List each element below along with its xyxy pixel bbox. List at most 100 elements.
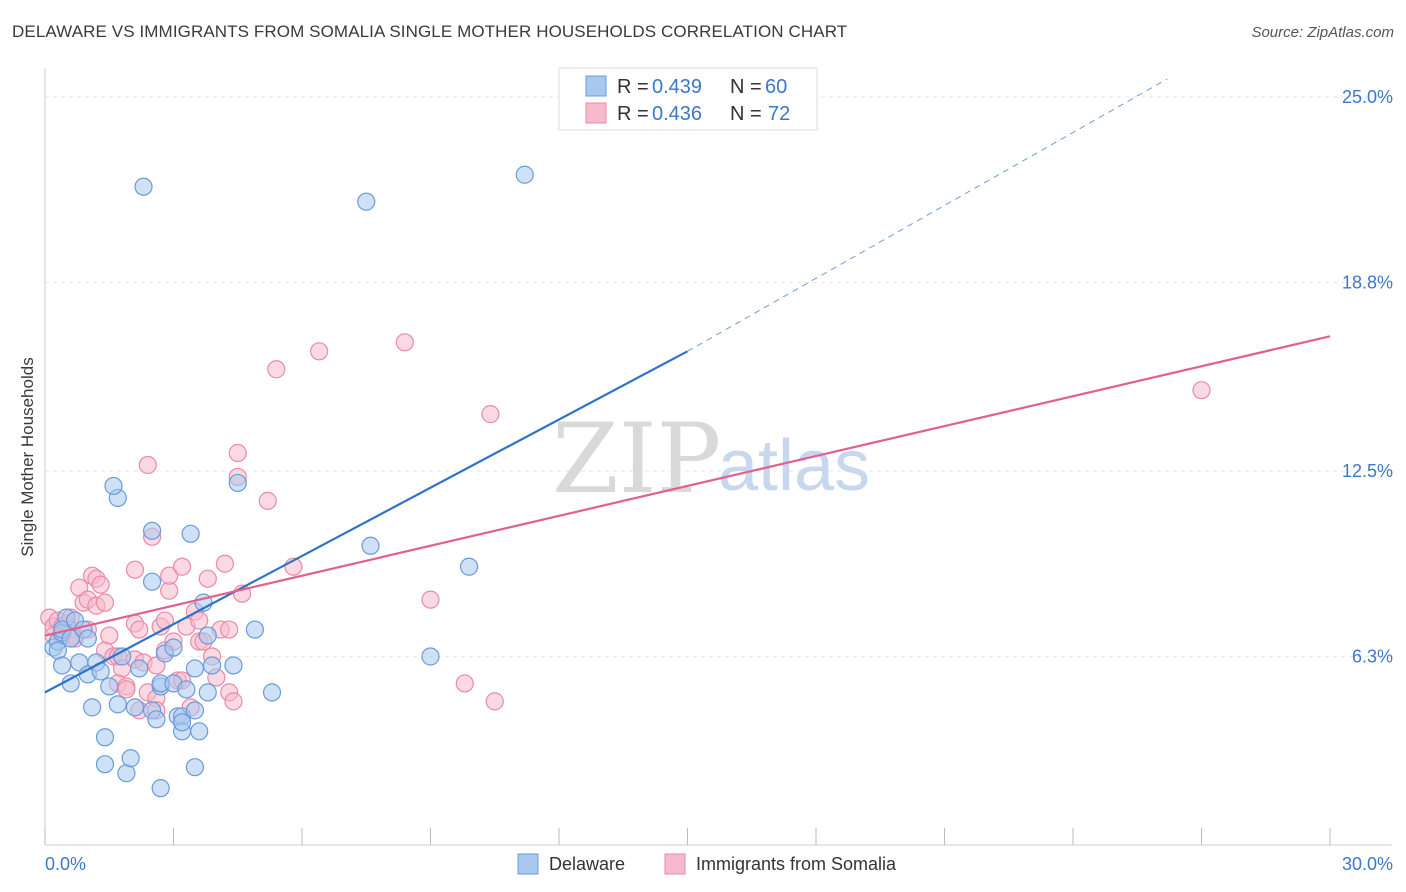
legend-swatch-delaware [585,75,607,97]
y-axis-label: Single Mother Households [18,357,37,556]
delaware-point-59 [421,647,440,666]
delaware-point-37 [164,638,183,657]
delaware-point-30 [134,177,153,196]
delaware-point-44 [177,680,196,699]
delaware-point-9 [78,629,97,648]
somalia-point-20 [95,593,115,612]
somalia-point-21 [100,626,119,645]
delaware-point-10 [53,656,72,675]
bottom-legend-somalia: Immigrants from Somalia [696,854,897,874]
delaware-point-57 [357,192,376,211]
x-tick-labels: 0.0% 30.0% [45,854,1393,874]
y-tick-labels: 6.3% 12.5% 18.8% 25.0% [1342,87,1393,667]
y-tick-label-3: 25.0% [1342,87,1393,107]
bottom-legend-swatch-somalia [664,853,686,875]
legend-n-value-1: 60 [765,76,787,98]
delaware-point-36 [151,779,170,798]
somalia-point-63 [228,443,247,463]
somalia-trend-line [44,335,1331,637]
delaware-point-45 [185,758,205,777]
somalia-point-34 [138,455,157,475]
delaware-point-47 [185,659,205,678]
delaware-point-11 [61,674,80,693]
somalia-point-28 [125,560,145,579]
y-tick-label-2: 18.8% [1342,272,1393,292]
somalia-point-67 [267,360,286,379]
legend-n-label-2: N = [730,103,762,125]
axes [44,68,1392,846]
delaware-point-17 [83,698,102,717]
series-delaware-points [44,165,534,798]
somalia-point-44 [160,566,179,585]
delaware-point-42 [172,713,192,732]
delaware-point-27 [130,659,149,678]
legend-r-value-2: 0.436 [652,103,702,125]
delaware-point-19 [95,755,115,774]
delaware-point-24 [117,764,136,783]
delaware-point-60 [459,557,479,576]
source-label: Source: ZipAtlas.com [1251,24,1394,41]
delaware-point-16 [100,677,119,696]
watermark: ZIP atlas [552,403,870,515]
legend-n-label-1: N = [730,76,762,98]
somalia-point-75 [1192,381,1211,400]
somalia-point-69 [310,342,329,361]
legend-n-value-2: 72 [768,103,790,125]
delaware-point-56 [262,683,282,702]
delaware-point-51 [202,656,222,675]
delaware-point-26 [125,698,145,717]
delaware-point-6 [48,641,67,660]
bottom-legend-swatch-delaware [517,853,539,875]
delaware-trend-extension [687,78,1168,352]
delaware-point-53 [228,473,247,493]
delaware-point-46 [185,701,205,720]
somalia-point-55 [198,569,217,588]
delaware-point-48 [190,722,209,741]
bottom-legend: Delaware Immigrants from Somalia [517,853,897,875]
somalia-point-53 [190,611,209,630]
delaware-point-50 [198,626,217,645]
delaware-point-32 [142,521,162,540]
somalia-point-70 [395,333,414,352]
grid [45,96,1392,657]
somalia-point-59 [215,554,234,573]
delaware-trend-line [44,350,689,694]
legend-r-value-1: 0.439 [652,76,702,98]
legend-r-label-2: R = [617,103,649,125]
x-tick-label-0: 0.0% [45,854,86,874]
x-tick-label-1: 30.0% [1342,854,1393,874]
somalia-point-18 [91,575,110,594]
y-tick-label-1: 12.5% [1342,461,1393,481]
delaware-point-31 [142,572,162,591]
legend-swatch-somalia [585,102,607,124]
delaware-point-25 [121,749,140,768]
delaware-point-55 [245,620,264,639]
delaware-point-54 [224,656,243,675]
delaware-point-23 [104,476,123,496]
y-tick-label-0: 6.3% [1352,646,1393,666]
somalia-point-74 [485,692,504,711]
bottom-legend-delaware: Delaware [549,854,625,874]
delaware-point-43 [181,524,200,543]
trend-lines [44,78,1331,694]
somalia-point-71 [421,590,440,609]
delaware-point-52 [198,683,217,702]
somalia-point-66 [258,491,277,510]
delaware-point-61 [515,165,534,184]
somalia-point-48 [172,557,192,576]
delaware-point-29 [147,710,166,729]
delaware-point-58 [361,536,380,555]
legend-r-label-1: R = [617,76,649,98]
somalia-point-62 [224,692,243,711]
chart-title: DELAWARE VS IMMIGRANTS FROM SOMALIA SING… [12,22,848,41]
delaware-point-20 [108,695,127,714]
delaware-point-18 [95,728,115,747]
watermark-atlas: atlas [718,426,870,506]
top-legend: R = 0.439 N = 60 R = 0.436 N = 72 [558,67,818,131]
somalia-point-27 [117,680,136,699]
somalia-point-61 [220,620,239,639]
somalia-point-73 [481,405,500,424]
somalia-point-72 [455,674,474,693]
watermark-zip: ZIP [552,403,721,515]
